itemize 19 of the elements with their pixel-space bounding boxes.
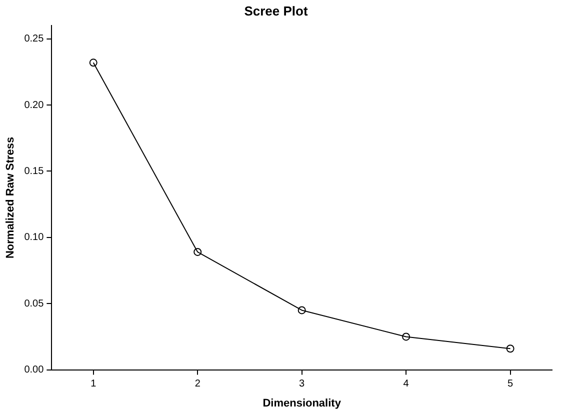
- x-axis-title: Dimensionality: [262, 397, 342, 410]
- x-tick-label: 4: [403, 378, 410, 390]
- chart-title: Scree Plot: [244, 3, 308, 18]
- y-tick-label: 0.10: [24, 232, 44, 244]
- point: [194, 248, 202, 256]
- y-tick-label: 0.25: [24, 34, 44, 45]
- x-tick-label: 2: [194, 378, 201, 390]
- y-tick-label: 0.05: [24, 298, 44, 310]
- x-tick-label: 1: [90, 378, 97, 390]
- x-tick-label: 3: [299, 378, 306, 390]
- point: [402, 332, 410, 341]
- point: [506, 344, 514, 353]
- point: [298, 306, 306, 314]
- x-tick-label: 5: [508, 378, 514, 390]
- y-tick-label: 0.15: [24, 166, 44, 177]
- y-axis-title: Normalized Raw Stress: [4, 136, 17, 259]
- point: [89, 58, 98, 67]
- y-tick-label: 0.20: [24, 100, 44, 111]
- y-tick-label: 0.00: [24, 364, 44, 376]
